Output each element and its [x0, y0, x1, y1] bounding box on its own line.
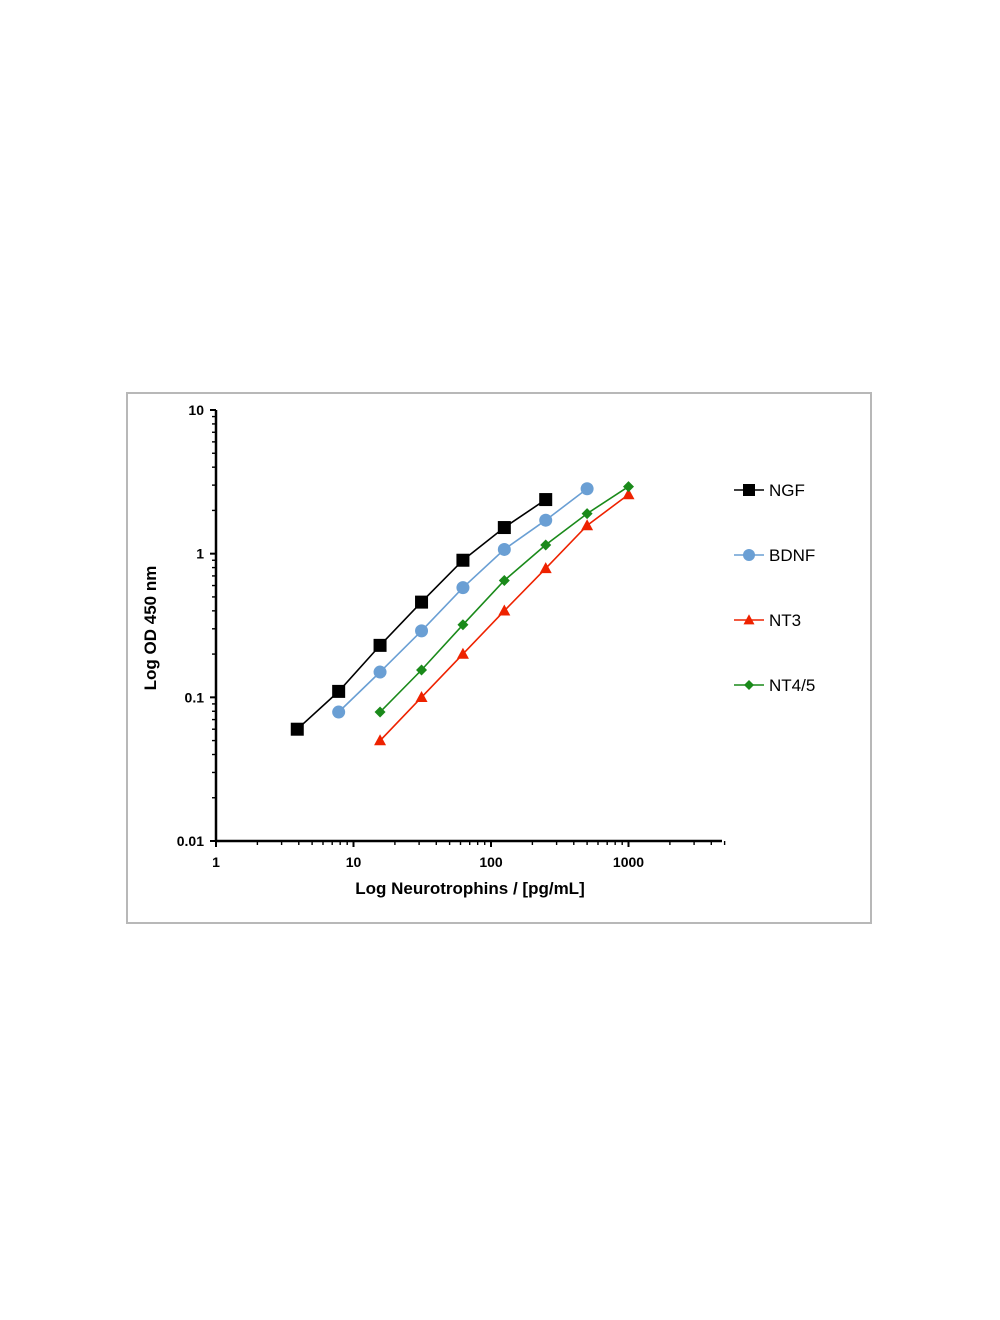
x-tick-label: 100: [479, 854, 503, 870]
series-layer: [290, 481, 635, 746]
data-point-nt45: [581, 508, 593, 520]
data-point-bdnf: [332, 705, 346, 719]
legend-label-nt3: NT3: [769, 611, 801, 630]
data-point-nt45: [374, 706, 386, 718]
data-point-ngf: [456, 553, 470, 567]
data-point-bdnf: [580, 482, 594, 496]
legend-label-bdnf: BDNF: [769, 546, 815, 565]
data-point-bdnf: [497, 542, 511, 556]
series-bdnf: [332, 482, 594, 719]
data-point-nt3: [581, 519, 594, 531]
x-tick-label: 1000: [613, 854, 644, 870]
x-axis-title: Log Neurotrophins / [pg/mL]: [355, 879, 584, 898]
y-tick-label: 10: [188, 402, 204, 418]
data-point-bdnf: [415, 624, 429, 638]
legend-item-ngf: NGF: [734, 481, 805, 500]
legend-marker-bdnf: [743, 549, 755, 561]
data-point-ngf: [332, 684, 346, 698]
data-point-bdnf: [456, 581, 470, 595]
data-point-nt45: [416, 664, 428, 676]
data-point-nt3: [415, 691, 428, 703]
data-point-nt45: [457, 619, 469, 631]
y-tick-label: 1: [196, 546, 204, 562]
y-tick-label: 0.01: [177, 833, 204, 849]
x-tick-label: 10: [346, 854, 362, 870]
axes-layer: [214, 410, 722, 843]
data-point-bdnf: [539, 513, 553, 527]
data-point-nt3: [456, 647, 469, 659]
legend-item-nt45: NT4/5: [734, 676, 815, 695]
data-point-nt45: [623, 481, 634, 493]
legend-layer: NGF BDNF NT3 NT4/5: [734, 481, 815, 695]
legend-label-nt45: NT4/5: [769, 676, 815, 695]
ticks-layer: 0.01 0.1 1 10 1 10 100 1000: [177, 402, 726, 870]
series-nt45: [374, 481, 634, 718]
chart-frame: 0.01 0.1 1 10 1 10 100 1000 NGF BDNF NT3 NT4/5 Log…: [126, 392, 872, 924]
series-ngf: [290, 493, 553, 736]
data-point-bdnf: [373, 665, 387, 679]
x-tick-label: 1: [212, 854, 220, 870]
data-point-nt3: [622, 488, 635, 500]
legend-marker-nt45: [744, 680, 754, 690]
series-nt3: [374, 488, 635, 746]
legend-item-nt3: NT3: [734, 611, 801, 630]
legend-marker-nt3: [743, 614, 755, 625]
legend-item-bdnf: BDNF: [734, 546, 815, 565]
data-point-nt3: [374, 734, 387, 746]
data-point-nt45: [540, 539, 552, 551]
legend-marker-ngf: [743, 484, 755, 496]
data-point-nt3: [539, 562, 552, 574]
y-tick-label: 0.1: [185, 689, 205, 705]
legend-label-ngf: NGF: [769, 481, 805, 500]
data-point-ngf: [290, 722, 304, 736]
y-axis-title: Log OD 450 nm: [141, 566, 160, 691]
chart-svg: 0.01 0.1 1 10 1 10 100 1000 NGF BDNF NT3 NT4/5 Log…: [141, 402, 815, 898]
data-point-nt3: [498, 604, 511, 616]
data-point-ngf: [415, 595, 429, 609]
data-point-ngf: [497, 521, 511, 535]
data-point-ngf: [539, 493, 553, 507]
data-point-ngf: [373, 638, 387, 652]
data-point-nt45: [498, 575, 510, 587]
